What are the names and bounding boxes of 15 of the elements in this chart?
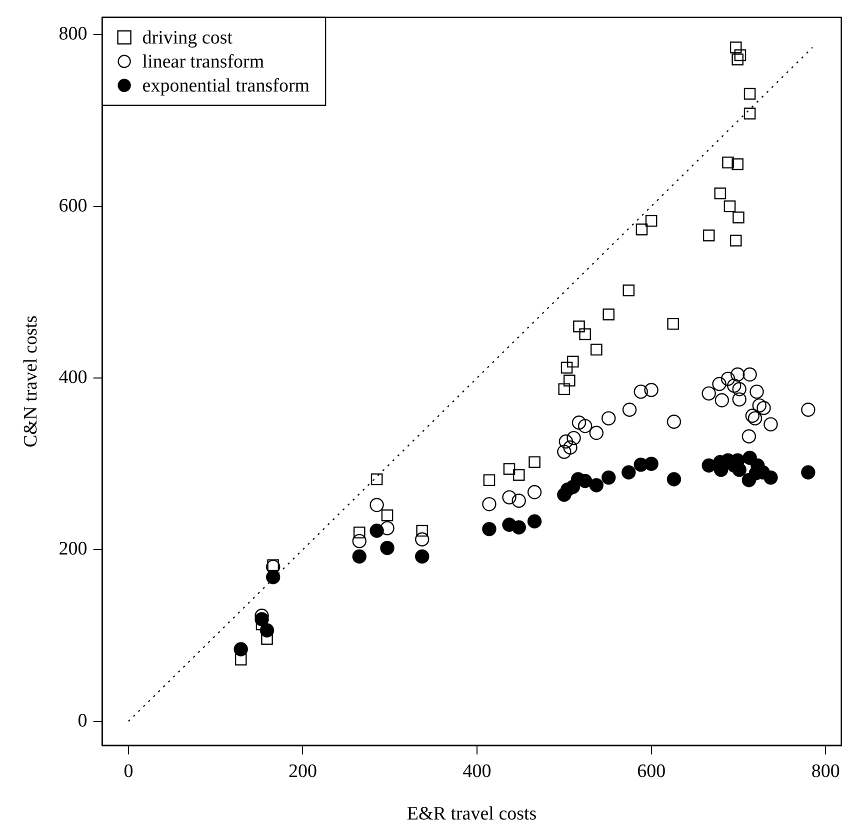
legend-label: exponential transform — [142, 75, 310, 96]
y-tick-label: 400 — [58, 366, 88, 388]
legend-label: driving cost — [142, 27, 234, 48]
y-tick-label: 600 — [58, 195, 88, 216]
legend-label: linear transform — [142, 51, 264, 72]
y-axis-title: C&N travel costs — [20, 315, 42, 448]
x-tick-label: 800 — [811, 760, 840, 782]
x-tick-label: 600 — [637, 760, 666, 782]
y-tick-label: 0 — [78, 710, 88, 732]
x-tick-label: 200 — [288, 760, 317, 782]
x-axis-title: E&R travel costs — [406, 804, 537, 825]
x-tick-label: 400 — [462, 760, 492, 782]
x-tick-label: 0 — [124, 760, 134, 782]
y-tick-label: 200 — [58, 538, 88, 560]
y-tick-label: 800 — [58, 24, 88, 45]
